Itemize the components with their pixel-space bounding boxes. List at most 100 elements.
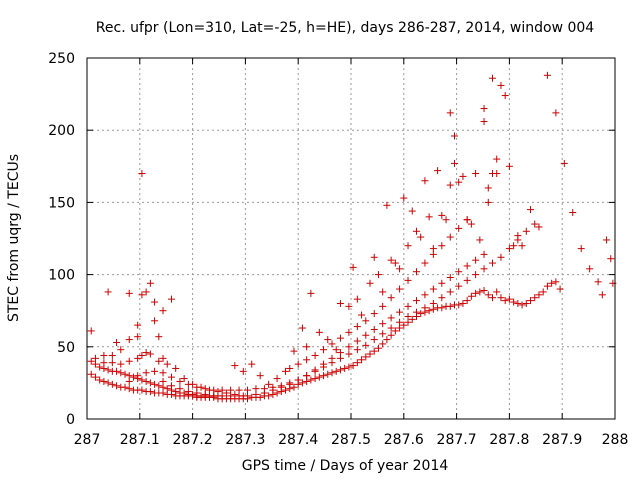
data-point (163, 360, 171, 368)
data-point (129, 373, 137, 381)
data-point (87, 357, 95, 365)
data-point (489, 259, 497, 267)
data-point (358, 311, 366, 319)
data-point (438, 304, 446, 312)
data-point (222, 389, 230, 397)
data-point (412, 308, 420, 316)
data-point (142, 377, 150, 385)
data-point (421, 177, 429, 185)
x-tick-label: 287.4 (278, 432, 318, 448)
data-point (214, 388, 222, 396)
data-point (459, 172, 467, 180)
data-point (552, 278, 560, 286)
data-point (138, 376, 146, 384)
data-point (311, 351, 319, 359)
data-point (434, 167, 442, 175)
data-point (117, 360, 125, 368)
data-point (117, 346, 125, 354)
data-point (345, 302, 353, 310)
x-axis-label: GPS time / Days of year 2014 (242, 458, 449, 474)
data-point (315, 373, 323, 381)
data-point (172, 388, 180, 396)
data-point (446, 233, 454, 241)
data-point (607, 255, 615, 263)
data-point (273, 375, 281, 383)
data-point (189, 390, 197, 398)
data-point (417, 310, 425, 318)
data-point (531, 294, 539, 302)
data-point (167, 382, 175, 390)
data-point (408, 207, 416, 215)
data-point (505, 162, 513, 170)
data-point (417, 233, 425, 241)
data-point (455, 301, 463, 309)
data-point (91, 354, 99, 362)
data-point (484, 291, 492, 299)
data-point (489, 74, 497, 82)
data-point (396, 265, 404, 273)
data-point (412, 268, 420, 276)
data-point (125, 289, 133, 297)
data-point (370, 336, 378, 344)
data-point (396, 285, 404, 293)
data-point (493, 170, 501, 178)
data-point (256, 393, 264, 401)
data-point (138, 291, 146, 299)
data-point (353, 346, 361, 354)
data-point (265, 392, 273, 400)
data-point (159, 307, 167, 315)
data-point (560, 159, 568, 167)
y-axis-label: STEC from uqrg / TECUs (6, 154, 22, 322)
y-tick-label: 200 (48, 123, 75, 139)
data-point (438, 294, 446, 302)
x-tick-label: 287.7 (437, 432, 477, 448)
data-point (125, 336, 133, 344)
data-point (556, 285, 564, 293)
data-point (290, 347, 298, 355)
data-point (328, 354, 336, 362)
data-point (543, 282, 551, 290)
data-point (294, 360, 302, 368)
data-point (290, 383, 298, 391)
data-point (489, 294, 497, 302)
data-point (315, 328, 323, 336)
x-tick-label: 287.6 (384, 432, 424, 448)
data-point (412, 227, 420, 235)
chart-title: Rec. ufpr (Lon=310, Lat=-25, h=HE), days… (96, 20, 595, 36)
data-point (138, 386, 146, 394)
data-point (391, 327, 399, 335)
data-point (497, 253, 505, 261)
data-point (146, 379, 154, 387)
data-point (277, 383, 285, 391)
data-point (218, 392, 226, 400)
data-point (328, 369, 336, 377)
data-point (463, 297, 471, 305)
data-point (370, 325, 378, 333)
data-point (379, 330, 387, 338)
data-point (244, 392, 252, 400)
data-point (429, 299, 437, 307)
data-point (303, 372, 311, 380)
data-point (518, 301, 526, 309)
data-point (467, 292, 475, 300)
data-point (349, 362, 357, 370)
data-point (298, 324, 306, 332)
data-point (159, 377, 167, 385)
x-tick-label: 287.1 (120, 432, 160, 448)
data-point (303, 343, 311, 351)
data-point (349, 263, 357, 271)
data-point (108, 359, 116, 367)
data-point (231, 390, 239, 398)
data-point (366, 350, 374, 358)
data-point (450, 132, 458, 140)
data-point (366, 279, 374, 287)
data-point (412, 297, 420, 305)
data-point (480, 250, 488, 258)
data-point (320, 360, 328, 368)
data-point (548, 279, 556, 287)
data-point (210, 392, 218, 400)
data-point (121, 383, 129, 391)
data-point (163, 385, 171, 393)
data-point (459, 299, 467, 307)
data-point (404, 302, 412, 310)
